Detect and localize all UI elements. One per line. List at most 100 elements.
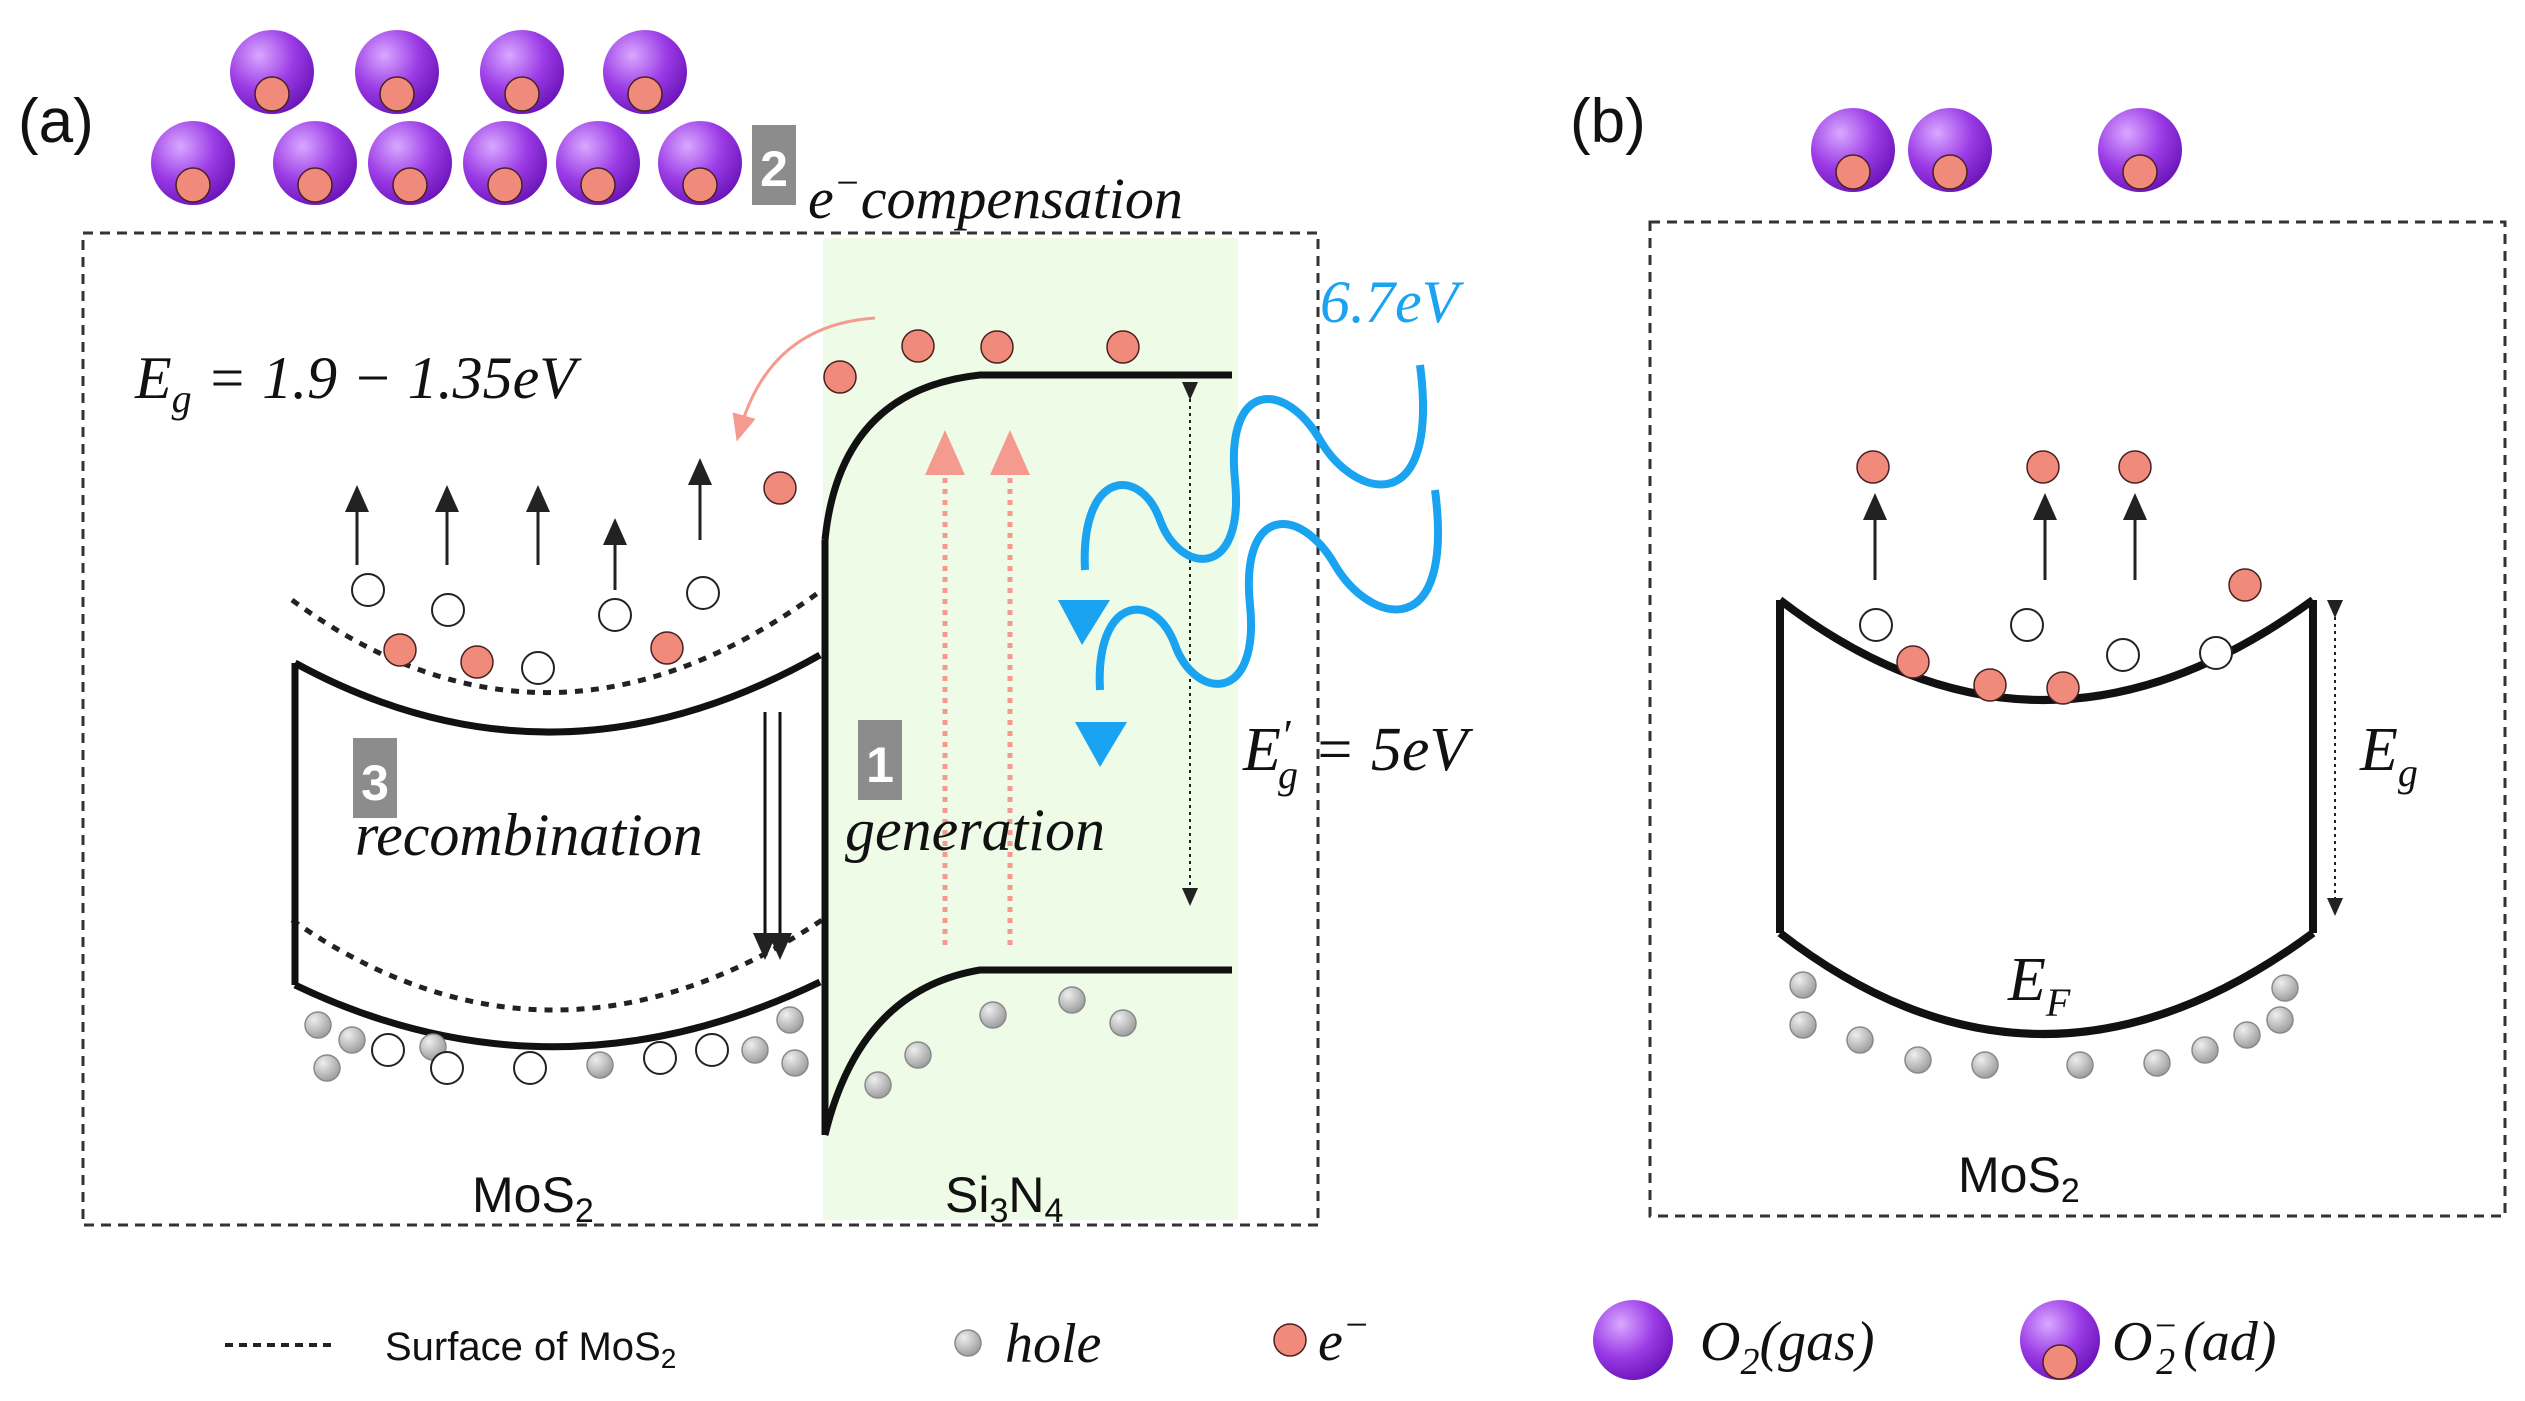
mos2-surface-upper	[290, 587, 824, 696]
hole	[776, 1006, 804, 1034]
hole	[2066, 1051, 2094, 1079]
panel-b-frame	[1648, 220, 2507, 1218]
particles-a	[304, 329, 1140, 1099]
electron	[1856, 450, 1890, 484]
panel-a-label: (a)	[18, 87, 94, 156]
electron	[460, 645, 494, 679]
empty-state	[2199, 636, 2233, 670]
legend-electron-icon	[1273, 1323, 1307, 1357]
empty-state	[513, 1051, 547, 1085]
photon-wave-2	[1095, 489, 1442, 691]
adsorbed-electron	[487, 167, 523, 203]
adsorbed-electron	[627, 76, 663, 112]
hole	[2233, 1021, 2261, 1049]
adsorbed-oxygen	[2098, 108, 2182, 192]
legend-o2-gas-icon	[1593, 1300, 1673, 1380]
hole	[2266, 1006, 2294, 1034]
excitation-arrows-mos2	[345, 458, 712, 590]
legend-o2-ad-electron	[2042, 1344, 2078, 1380]
adsorbed-oxygen	[480, 30, 564, 114]
legend-o2-ad-label: O− 2 (ad)	[2112, 1305, 2276, 1383]
empty-state	[371, 1033, 405, 1067]
hole	[864, 1071, 892, 1099]
hole	[1789, 1011, 1817, 1039]
fermi-level-label: EF	[2007, 946, 2071, 1025]
hole	[904, 1041, 932, 1069]
hole	[1846, 1026, 1874, 1054]
adsorbed-electron	[297, 167, 333, 203]
step1-badge	[858, 720, 902, 800]
compensation-arrow	[732, 316, 876, 442]
adsorbed-electron	[175, 167, 211, 203]
bandgap-label-b: Eg	[2359, 716, 2418, 795]
panel-b: (b) Eg EF MoS2	[1570, 87, 2507, 1218]
electron	[1973, 668, 2007, 702]
si3n4-valence-band	[821, 966, 1232, 1136]
adsorbed-electron	[379, 76, 415, 112]
hole	[2191, 1036, 2219, 1064]
adsorbed-oxygen	[368, 121, 452, 205]
electron	[2228, 568, 2262, 602]
particles-b	[1789, 450, 2299, 1079]
empty-state	[643, 1041, 677, 1075]
legend: Surface of MoS2 hole e− O2(gas) O− 2 (ad)	[225, 1300, 2276, 1383]
step1-label: generation	[845, 797, 1105, 863]
photon-arrowhead-2	[1075, 722, 1127, 767]
electron	[1896, 645, 1930, 679]
electron	[901, 329, 935, 363]
empty-state	[351, 573, 385, 607]
step3-number: 3	[361, 755, 389, 811]
step3-label: recombination	[355, 802, 703, 868]
si3n4-label: Si3N4	[945, 1167, 1063, 1230]
adsorbed-oxygen	[1908, 108, 1992, 192]
hole	[979, 1001, 1007, 1029]
empty-state	[430, 1051, 464, 1085]
photon-wave-1	[1080, 364, 1427, 571]
electron	[763, 471, 797, 505]
adsorbed-oxygen	[230, 30, 314, 114]
electron	[2026, 450, 2060, 484]
electron	[823, 360, 857, 394]
step2-badge	[752, 125, 796, 205]
excitation-arrows-b	[1863, 493, 2147, 580]
legend-hole-label: hole	[1005, 1313, 1101, 1375]
mos2-surface-lower	[290, 917, 824, 1013]
empty-state	[598, 598, 632, 632]
legend-surface-label: Surface of MoS2	[385, 1325, 676, 1374]
hole	[338, 1026, 366, 1054]
panel-a: (a) 2 e−compensation Eg = 1.9 − 1.35eV	[18, 30, 1473, 1230]
adsorbed-oxygen	[355, 30, 439, 114]
adsorbed-electron	[2122, 154, 2158, 190]
adsorbed-electron	[1932, 154, 1968, 190]
step3-badge	[353, 738, 397, 818]
step2-label: e−compensation	[808, 160, 1183, 231]
electron	[650, 631, 684, 665]
hole	[781, 1049, 809, 1077]
adsorbed-oxygen	[603, 30, 687, 114]
adsorbed-oxygen	[151, 121, 235, 205]
hole	[1971, 1051, 1999, 1079]
hole	[586, 1051, 614, 1079]
adsorbed-oxygen	[1811, 108, 1895, 192]
hole	[313, 1054, 341, 1082]
mos2-conduction-band-b	[1777, 596, 2316, 704]
hole	[304, 1011, 332, 1039]
adsorbed-oxygen	[273, 121, 357, 205]
mos2-label-a: MoS2	[472, 1167, 594, 1230]
adsorbed-electron	[254, 76, 290, 112]
empty-state	[2106, 638, 2140, 672]
mos2-conduction-band	[293, 651, 822, 736]
electron	[2046, 671, 2080, 705]
adsorbed-electron	[504, 76, 540, 112]
bandgap-label: Eg = 1.9 − 1.35eV	[134, 345, 582, 421]
hole	[1058, 986, 1086, 1014]
electron	[980, 330, 1014, 364]
electron	[2118, 450, 2152, 484]
si3n4-conduction-band	[821, 371, 1232, 541]
adsorbed-electron	[580, 167, 616, 203]
photon-arrowhead-1	[1058, 600, 1110, 645]
empty-state	[1859, 608, 1893, 642]
empty-state	[686, 576, 720, 610]
